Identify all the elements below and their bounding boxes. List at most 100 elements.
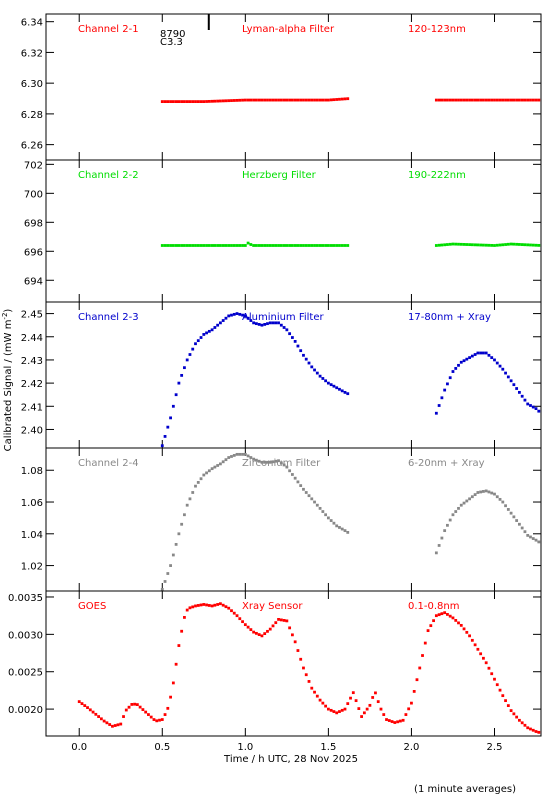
data-point xyxy=(332,98,336,102)
data-point xyxy=(506,242,510,246)
y-axis-label-main: Calibrated Signal / (mW m xyxy=(3,320,14,452)
data-point xyxy=(465,357,469,361)
panel-filter-label: Aluminium Filter xyxy=(242,312,325,323)
data-point xyxy=(196,244,200,247)
panel-frame xyxy=(45,13,542,161)
data-point xyxy=(263,632,267,636)
data-point xyxy=(520,394,524,398)
data-point xyxy=(180,629,184,633)
data-point xyxy=(221,319,225,322)
data-point xyxy=(335,98,339,101)
data-point xyxy=(326,244,330,247)
data-point xyxy=(180,373,184,377)
data-point xyxy=(512,515,516,519)
data-point xyxy=(518,718,521,722)
data-point xyxy=(495,243,499,247)
panel-band-label: 6-20nm + Xray xyxy=(408,458,485,469)
data-point xyxy=(493,358,496,362)
data-point xyxy=(501,500,505,504)
data-point xyxy=(202,473,206,477)
data-point xyxy=(329,519,333,522)
data-point xyxy=(86,706,89,709)
flare-marker: 8790 C3.3 xyxy=(160,14,210,48)
data-point xyxy=(343,244,347,247)
data-point xyxy=(249,456,253,459)
data-point xyxy=(448,242,452,246)
data-point xyxy=(454,618,458,622)
data-point xyxy=(282,463,286,467)
data-point xyxy=(448,614,452,618)
data-point xyxy=(407,707,411,711)
data-point xyxy=(437,613,441,617)
data-point xyxy=(169,416,172,420)
data-point xyxy=(526,533,530,537)
data-point xyxy=(260,244,264,247)
panel-band-label: 0.1-0.8nm xyxy=(408,601,460,612)
data-point xyxy=(210,99,214,103)
data-point xyxy=(343,707,347,711)
data-point xyxy=(171,244,175,247)
data-points xyxy=(77,602,541,734)
data-point xyxy=(191,605,195,609)
data-point xyxy=(191,244,195,247)
data-point xyxy=(216,244,220,247)
data-point xyxy=(288,469,292,473)
data-point xyxy=(224,244,228,247)
data-point xyxy=(188,353,192,356)
data-point xyxy=(255,244,258,247)
data-point xyxy=(113,724,117,727)
data-point xyxy=(285,244,289,247)
data-point xyxy=(371,696,375,699)
data-point xyxy=(512,242,516,246)
panel-5: 0.0020 0.0025 0.0030 0.0035 GOES Xray Sensor 0… xyxy=(8,590,542,737)
data-point xyxy=(288,626,292,630)
data-point xyxy=(299,244,303,247)
data-point xyxy=(401,718,405,722)
data-point xyxy=(213,465,217,469)
data-point xyxy=(169,695,172,699)
data-point xyxy=(501,98,505,102)
data-point xyxy=(482,656,485,660)
data-point xyxy=(282,244,286,247)
data-point xyxy=(160,588,164,591)
data-point xyxy=(163,435,167,438)
data-point xyxy=(468,497,471,501)
data-point xyxy=(166,100,170,103)
data-point xyxy=(307,494,311,498)
data-point xyxy=(338,387,341,391)
flare-id: 8790 xyxy=(160,29,185,40)
data-point xyxy=(260,460,264,464)
data-point xyxy=(194,484,197,488)
data-point xyxy=(340,97,344,101)
data-point xyxy=(296,649,300,652)
data-point xyxy=(454,510,458,513)
data-point xyxy=(340,389,344,393)
data-point xyxy=(205,244,208,247)
x-tick-label: 1.5 xyxy=(320,742,336,753)
data-point xyxy=(119,722,123,726)
data-point xyxy=(518,243,521,246)
data-point xyxy=(210,328,214,332)
data-point xyxy=(484,351,488,355)
data-point xyxy=(493,492,496,496)
data-point xyxy=(440,98,444,102)
data-point xyxy=(133,702,136,706)
data-point xyxy=(199,100,203,103)
data-point xyxy=(279,98,283,102)
data-points xyxy=(160,97,541,103)
y-tick-label: 2.40 xyxy=(21,425,43,436)
y-tick-label: 1.02 xyxy=(21,562,43,573)
data-point xyxy=(304,491,308,494)
panel-filter-label: Xray Sensor xyxy=(242,601,303,612)
data-point xyxy=(293,640,297,644)
data-point xyxy=(202,244,206,247)
data-point xyxy=(163,713,167,716)
data-point xyxy=(224,605,228,609)
data-point xyxy=(531,98,535,102)
data-point xyxy=(321,244,325,247)
data-points xyxy=(160,312,541,448)
data-point xyxy=(160,100,164,103)
data-point xyxy=(296,344,300,348)
data-point xyxy=(169,244,172,247)
data-point xyxy=(362,711,366,715)
